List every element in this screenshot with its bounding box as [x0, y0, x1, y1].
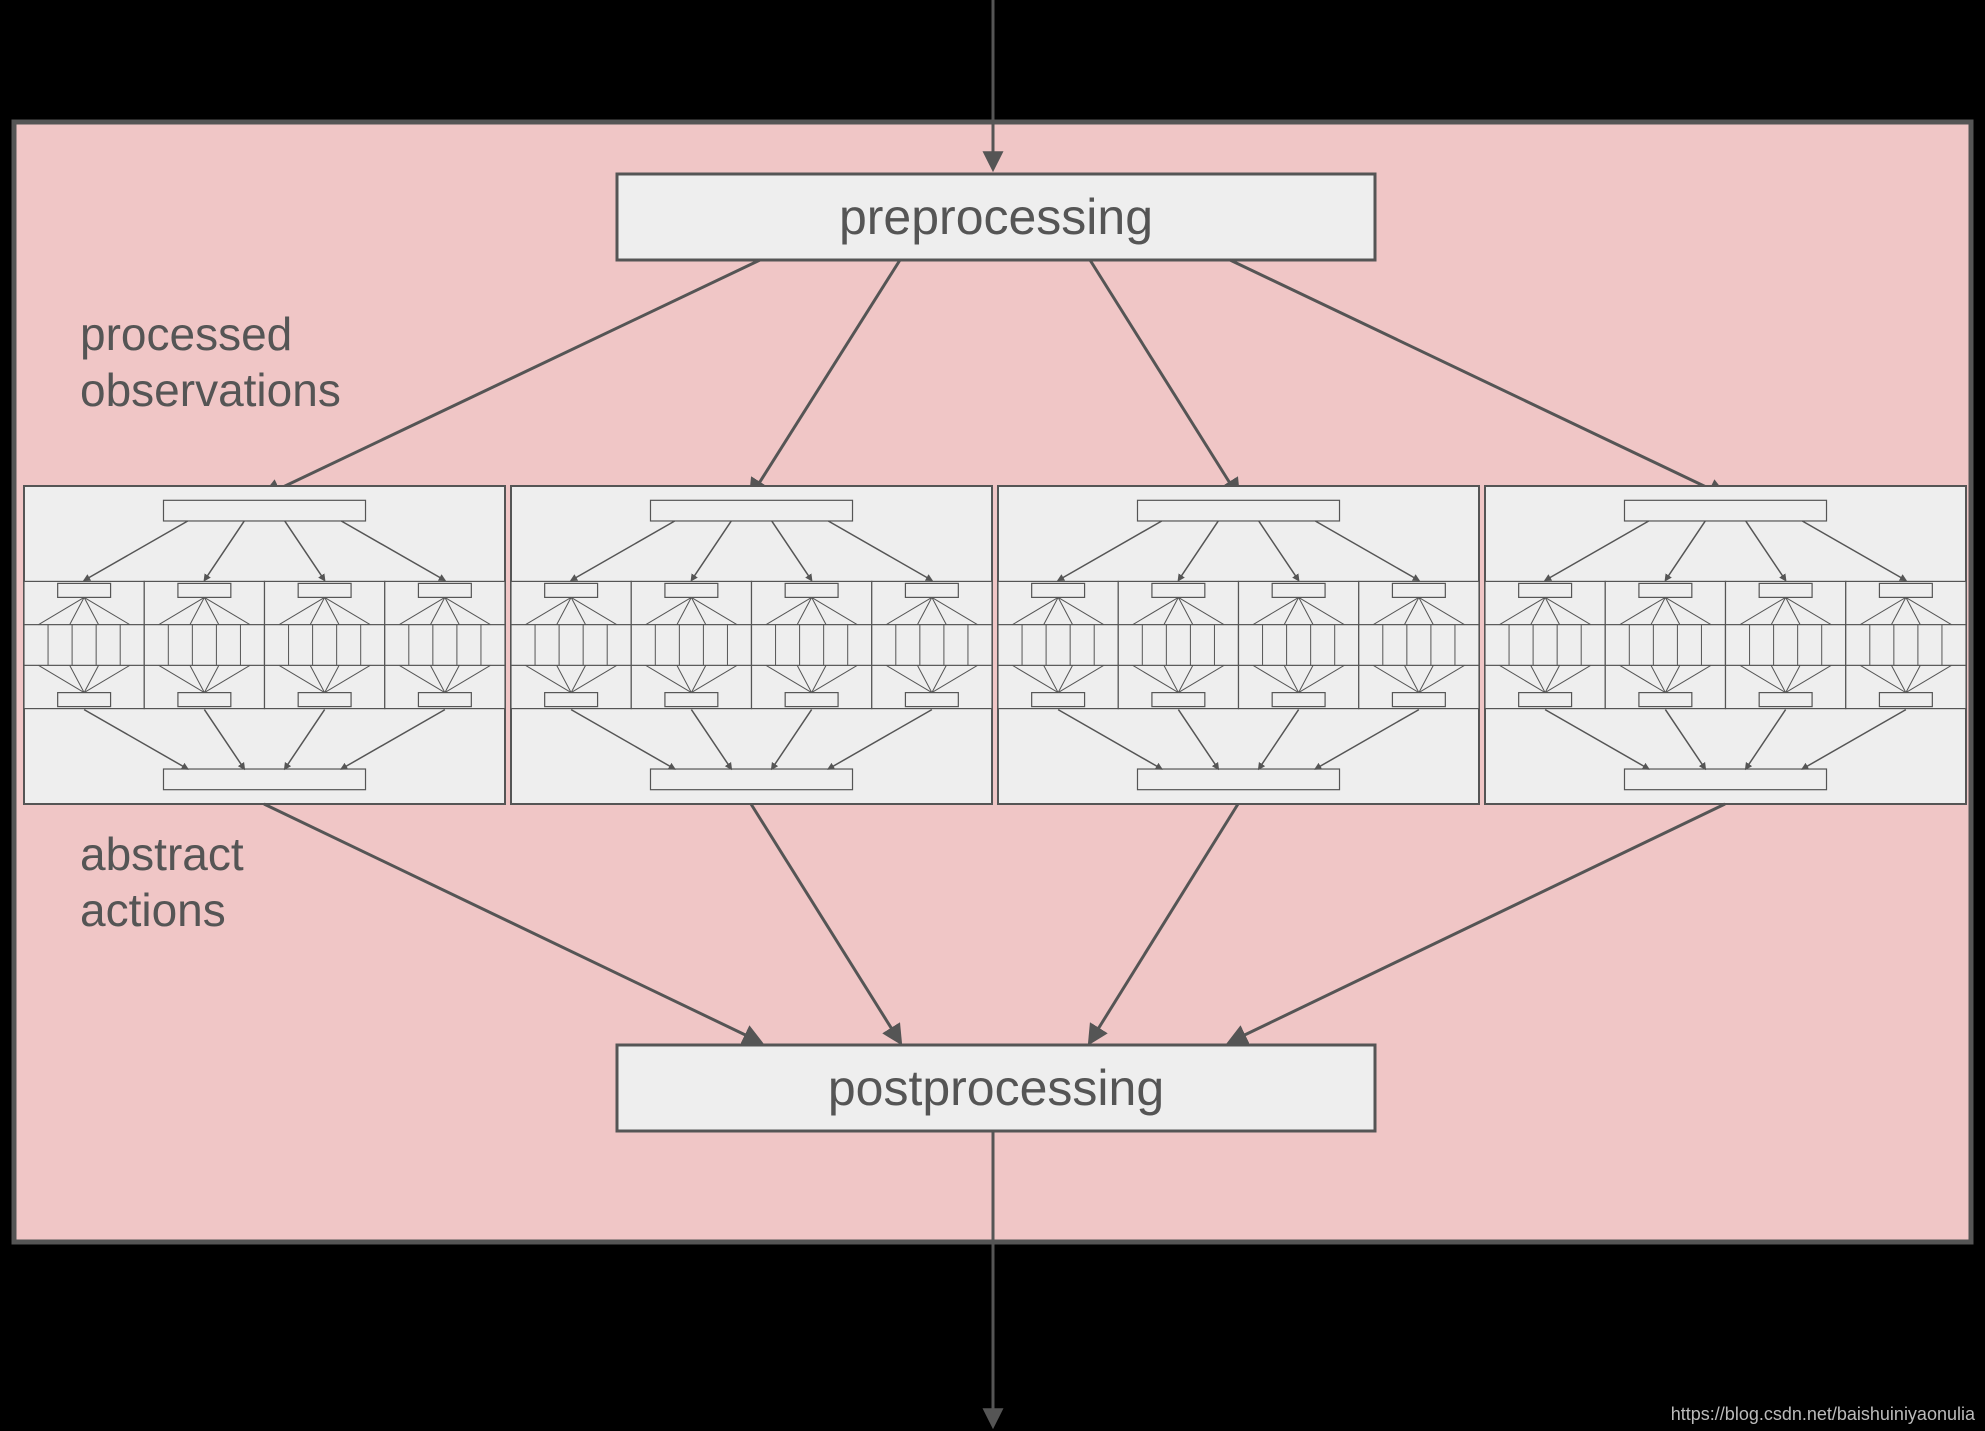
- preprocessing-label: preprocessing: [839, 189, 1153, 245]
- abstract-actions-label-line1: abstract: [80, 828, 244, 880]
- diagram-root: preprocessing processed observations abs…: [0, 0, 1985, 1431]
- abstract-actions-label-line2: actions: [80, 884, 226, 936]
- processed-observations-label-line1: processed: [80, 308, 292, 360]
- module: [1485, 486, 1966, 804]
- postprocessing-label: postprocessing: [828, 1060, 1164, 1116]
- module: [998, 486, 1479, 804]
- module: [511, 486, 992, 804]
- module: [24, 486, 505, 804]
- postprocessing-box: postprocessing: [617, 1045, 1375, 1131]
- processed-observations-label-line2: observations: [80, 364, 341, 416]
- watermark-text: https://blog.csdn.net/baishuiniyaonulia: [1671, 1404, 1976, 1424]
- preprocessing-box: preprocessing: [617, 174, 1375, 260]
